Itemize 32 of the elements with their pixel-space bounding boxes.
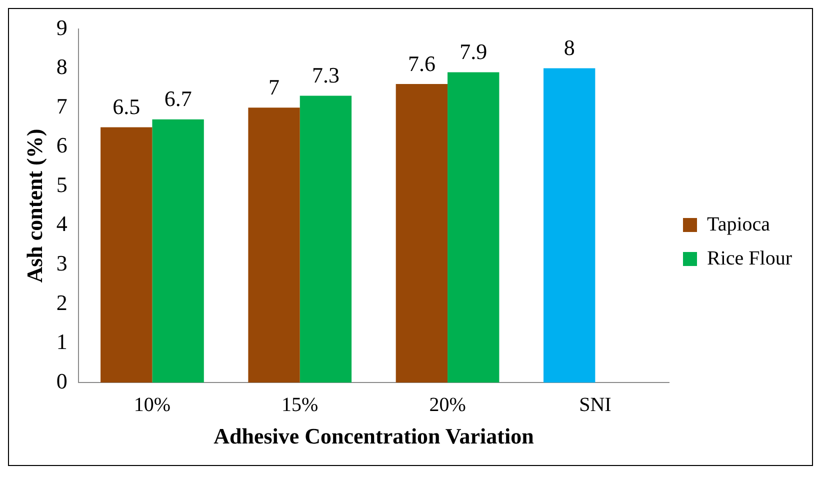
y-tick-label: 4 [56, 211, 68, 236]
y-tick-label: 6 [56, 132, 68, 158]
data-label: 7 [268, 74, 280, 100]
y-axis-title: Ash content (%) [22, 128, 47, 283]
bar [248, 108, 300, 383]
legend-label: Tapioca [707, 213, 770, 236]
y-tick-label: 3 [56, 250, 68, 276]
x-tick-label: 15% [282, 394, 318, 416]
x-tick-label: 20% [429, 394, 466, 416]
data-label: 6.7 [164, 86, 192, 112]
bar [396, 84, 448, 383]
x-tick-label: 10% [134, 394, 171, 416]
data-label: 6.5 [112, 94, 140, 120]
bar [544, 68, 596, 383]
bar [300, 96, 352, 383]
bar [448, 72, 500, 383]
data-label: 7.6 [408, 50, 436, 76]
y-tick-label: 0 [56, 368, 68, 394]
legend-label: Rice Flour [707, 247, 792, 270]
x-axis-title: Adhesive Concentration Variation [214, 423, 534, 448]
y-tick-label: 7 [56, 93, 68, 118]
x-tick-label: SNI [579, 394, 612, 416]
y-tick-label: 9 [56, 14, 68, 40]
y-tick-label: 2 [56, 290, 68, 315]
y-tick-label: 1 [56, 329, 68, 354]
y-tick-label: 5 [56, 172, 68, 197]
data-label: 7.9 [460, 39, 488, 64]
bar [100, 127, 152, 383]
data-label: 8 [564, 35, 575, 60]
data-label: 7.3 [312, 62, 340, 88]
y-tick-label: 8 [56, 54, 68, 80]
bar [152, 119, 204, 383]
